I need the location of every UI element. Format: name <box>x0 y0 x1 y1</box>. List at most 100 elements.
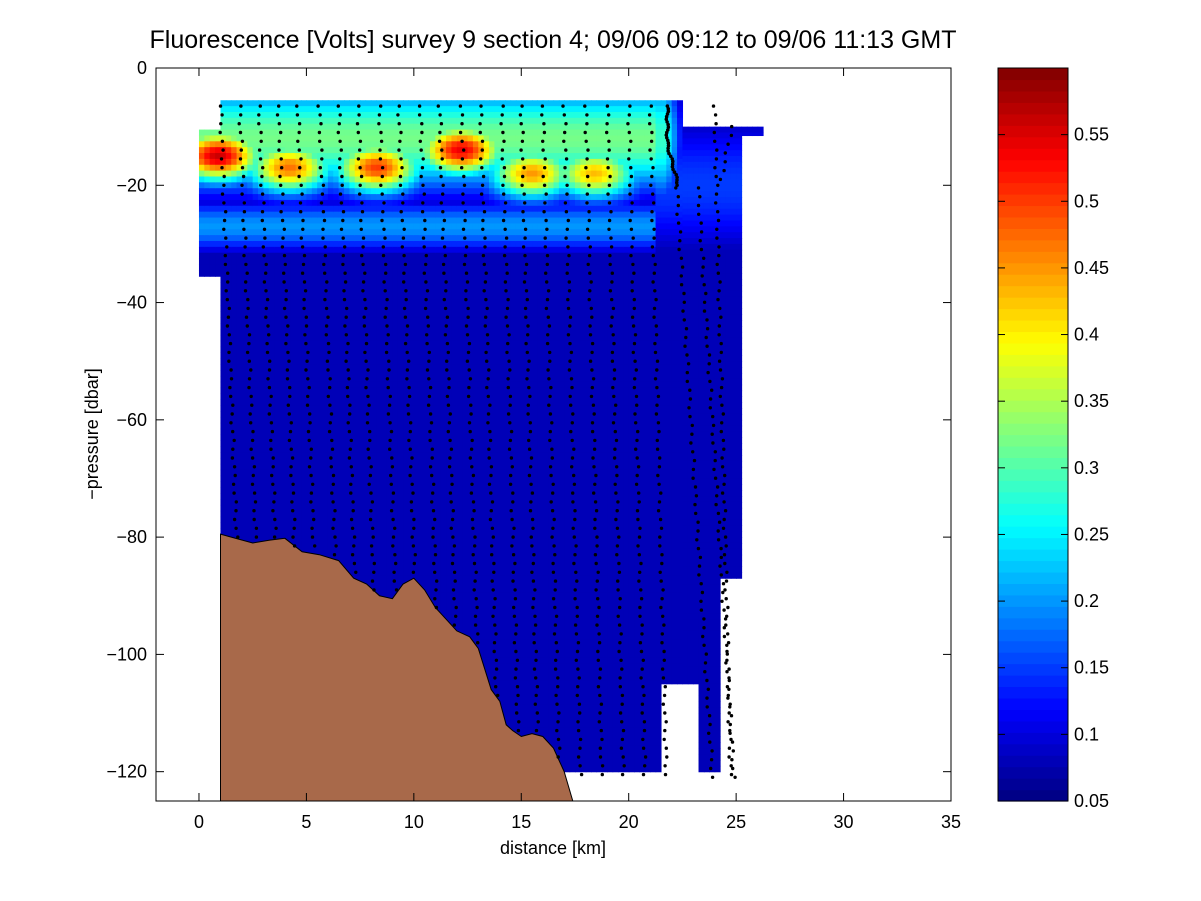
field-cell <box>317 352 324 359</box>
field-cell <box>413 123 420 131</box>
field-cell <box>241 311 248 318</box>
field-cell <box>290 211 297 219</box>
field-cell <box>241 182 248 189</box>
field-cell <box>231 229 238 236</box>
field-cell <box>322 428 329 436</box>
field-cell <box>392 358 399 365</box>
field-cell <box>413 311 420 318</box>
field-cell <box>258 475 265 483</box>
field-cell <box>295 463 302 471</box>
field-cell <box>301 135 307 142</box>
field-cell <box>440 393 447 400</box>
field-cell <box>290 240 297 248</box>
field-cell <box>440 334 447 342</box>
field-cell <box>365 117 372 125</box>
field-cell <box>322 481 329 488</box>
field-cell <box>268 135 275 142</box>
field-cell <box>311 199 318 207</box>
field-cell <box>236 499 243 506</box>
field-cell <box>365 469 372 477</box>
field-cell <box>263 211 270 219</box>
field-cell <box>344 557 350 565</box>
field-cell <box>360 117 367 125</box>
field-cell <box>403 416 410 424</box>
field-cell <box>215 141 222 148</box>
field-cell <box>225 164 232 172</box>
field-cell <box>408 223 415 230</box>
field-cell <box>258 223 265 230</box>
field-cell <box>327 405 334 412</box>
field-cell <box>290 375 297 383</box>
field-cell <box>231 370 238 377</box>
field-cell <box>435 199 442 207</box>
field-cell <box>419 123 426 131</box>
field-cell <box>231 457 238 465</box>
field-cell <box>225 469 232 477</box>
field-cell <box>290 153 297 160</box>
field-cell <box>247 522 254 529</box>
field-cell <box>306 252 313 260</box>
field-cell <box>338 299 345 307</box>
field-cell <box>290 334 297 342</box>
field-cell <box>215 223 222 230</box>
field-cell <box>429 211 436 219</box>
field-cell <box>370 299 377 307</box>
field-cell <box>290 100 297 107</box>
field-cell <box>381 463 388 471</box>
field-cell <box>301 264 307 271</box>
field-cell <box>258 188 265 195</box>
field-cell <box>258 229 265 236</box>
field-cell <box>231 299 238 307</box>
field-cell <box>392 422 399 430</box>
field-cell <box>408 328 415 336</box>
field-cell <box>215 252 222 260</box>
field-cell <box>317 311 324 318</box>
field-cell <box>429 334 436 342</box>
field-cell <box>435 246 442 254</box>
field-cell <box>386 106 393 113</box>
field-cell <box>381 516 388 524</box>
field-cell <box>349 340 356 348</box>
field-cell <box>365 287 372 295</box>
field-cell <box>344 158 350 166</box>
field-cell <box>370 100 377 107</box>
field-cell <box>408 235 415 242</box>
field-cell <box>424 540 431 547</box>
field-cell <box>338 551 345 559</box>
field-cell <box>338 375 345 383</box>
field-cell <box>301 240 307 248</box>
field-cell <box>392 364 399 371</box>
field-cell <box>215 246 222 254</box>
field-cell <box>274 446 281 453</box>
field-cell <box>446 317 453 324</box>
field-cell <box>419 334 426 342</box>
field-cell <box>252 194 259 201</box>
field-cell <box>413 352 420 359</box>
field-cell <box>317 305 324 312</box>
field-cell <box>263 428 270 436</box>
field-cell <box>440 258 447 266</box>
field-cell <box>241 246 248 254</box>
field-cell <box>311 258 318 266</box>
field-cell <box>301 358 307 365</box>
field-cell <box>403 557 410 565</box>
field-cell <box>435 352 442 359</box>
field-cell <box>252 475 259 483</box>
field-cell <box>419 370 426 377</box>
field-cell <box>386 258 393 266</box>
field-cell <box>333 217 340 224</box>
field-cell <box>381 100 388 107</box>
field-cell <box>225 182 232 189</box>
field-cell <box>284 504 291 512</box>
field-cell <box>344 205 350 213</box>
field-cell <box>403 346 410 353</box>
field-cell <box>322 399 329 406</box>
field-cell <box>446 469 453 477</box>
field-cell <box>424 586 431 594</box>
field-cell <box>424 545 431 553</box>
field-cell <box>236 493 243 500</box>
field-cell <box>284 352 291 359</box>
field-cell <box>322 534 329 541</box>
field-cell <box>198 135 205 142</box>
field-cell <box>311 276 318 283</box>
